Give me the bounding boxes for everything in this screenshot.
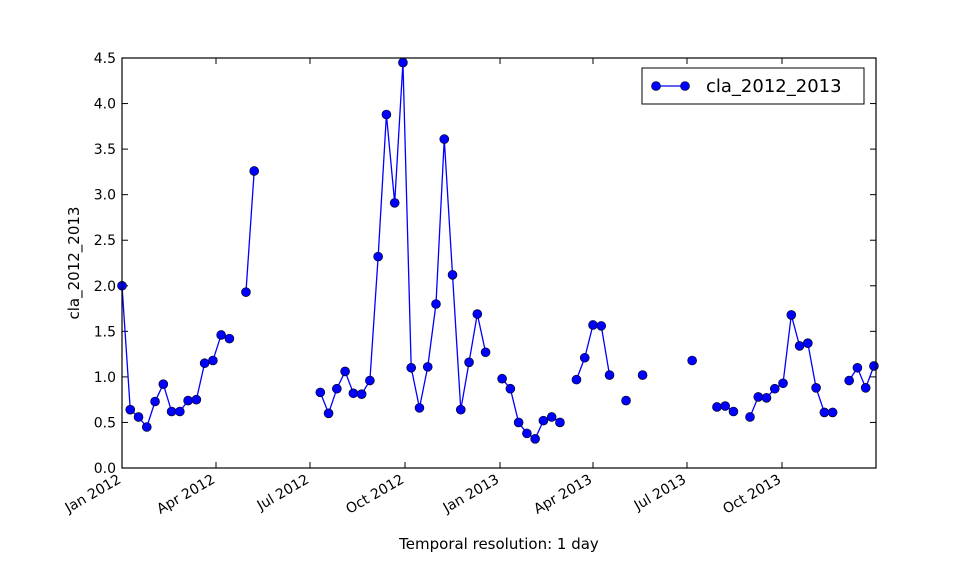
data-point (803, 338, 813, 348)
data-point (778, 378, 788, 389)
data-point (150, 396, 160, 407)
data-point (819, 407, 830, 418)
data-point (422, 362, 433, 372)
data-point (348, 388, 359, 399)
data-point (546, 412, 557, 422)
data-point (175, 406, 185, 417)
series-layer (117, 57, 879, 444)
data-point (398, 57, 408, 68)
data-point (133, 412, 144, 422)
data-point (199, 358, 210, 369)
data-point (530, 434, 540, 444)
data-point (356, 389, 367, 400)
data-point (406, 362, 417, 373)
data-point (761, 393, 772, 403)
y-tick-label: 3.5 (94, 142, 116, 158)
series-line-segment (848, 365, 875, 390)
data-point (712, 402, 722, 412)
data-point (811, 383, 821, 393)
data-point (769, 383, 780, 394)
data-point (389, 198, 400, 208)
legend-marker (680, 81, 690, 91)
y-tick-label: 2.5 (94, 233, 116, 249)
data-point (464, 357, 474, 368)
data-point (381, 109, 392, 120)
data-point (340, 366, 350, 377)
data-point (571, 374, 582, 385)
data-point (447, 270, 458, 280)
data-point (604, 370, 615, 380)
data-point (555, 417, 565, 428)
y-axis: 0.0 0.5 1.0 1.5 2.0 2.5 3.0 3.5 4.0 4.5 (94, 51, 876, 477)
data-point (538, 415, 549, 426)
legend: cla_2012_2013 (641, 67, 865, 105)
y-tick-label: 4.0 (94, 97, 116, 113)
data-point (480, 347, 491, 358)
data-point (860, 383, 871, 393)
data-point (323, 408, 334, 419)
legend-label: cla_2012_2013 (706, 76, 842, 97)
data-point (720, 401, 731, 411)
data-point (844, 375, 854, 386)
y-tick-label: 0.5 (94, 415, 116, 431)
data-point (637, 370, 648, 380)
data-point (621, 395, 631, 406)
data-point (315, 387, 326, 398)
plot-frame (121, 57, 877, 469)
data-point (745, 412, 755, 422)
data-point (183, 395, 193, 406)
data-point (753, 392, 764, 402)
data-point (852, 362, 863, 373)
y-tick-label: 2.0 (94, 279, 116, 295)
data-point (141, 422, 152, 432)
series-line-segment (245, 170, 255, 293)
data-point (158, 379, 169, 389)
data-point (472, 309, 483, 319)
data-point (414, 403, 425, 413)
legend-marker (651, 81, 661, 91)
y-tick-label: 4.5 (94, 51, 116, 67)
y-tick-label: 3.0 (94, 188, 116, 204)
y-tick-label: 1.5 (94, 324, 116, 340)
data-point (191, 394, 202, 405)
y-axis-label: cla_2012_2013 (65, 207, 84, 320)
data-point (439, 134, 450, 144)
data-point (431, 299, 441, 309)
data-point (332, 383, 342, 394)
data-point (579, 352, 590, 363)
data-point (365, 375, 375, 386)
data-point (166, 406, 177, 417)
data-point (497, 373, 507, 384)
data-point (455, 404, 466, 415)
data-point (687, 355, 697, 366)
data-point (786, 310, 797, 320)
data-point (869, 361, 879, 371)
data-point (249, 166, 260, 176)
data-point (522, 428, 532, 439)
data-point (125, 404, 136, 415)
data-point (588, 320, 598, 330)
data-point (596, 321, 607, 331)
data-point (224, 333, 235, 344)
y-tick-label: 1.0 (94, 370, 116, 386)
data-point (513, 417, 524, 428)
data-point (373, 251, 383, 262)
data-point (728, 406, 739, 417)
x-axis-label: Temporal resolution: 1 day (398, 535, 599, 553)
data-point (216, 330, 226, 340)
data-point (208, 355, 218, 366)
data-point (241, 287, 251, 297)
data-point (794, 341, 805, 351)
y-tick-label: 0.0 (94, 461, 116, 477)
data-point (827, 407, 838, 418)
data-point (505, 383, 516, 394)
